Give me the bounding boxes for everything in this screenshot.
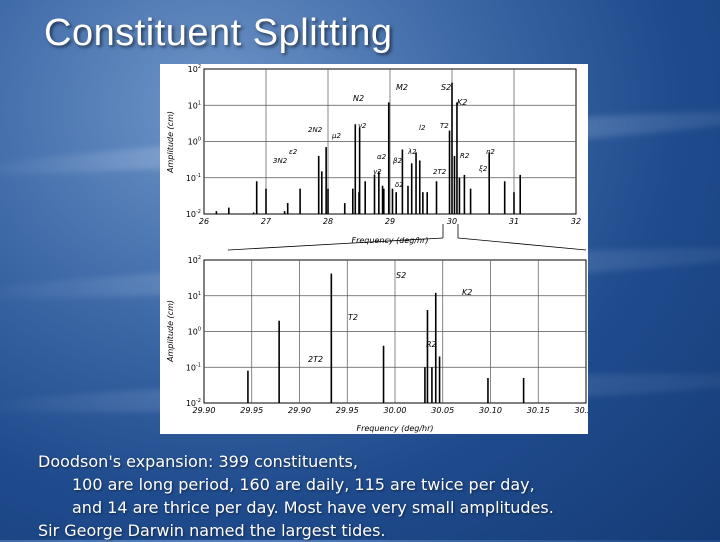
label-gamma2: γ2: [373, 168, 382, 176]
label-N2: N2: [353, 94, 364, 103]
label-eps2: ε2: [289, 148, 298, 156]
top-x-tick-label: 28: [323, 217, 333, 226]
bottom-x-axis-label: Frequency (deg/hr): [356, 424, 433, 433]
body-line-1: Doodson's expansion: 399 constituents,: [38, 452, 358, 471]
bottom-lines: [247, 273, 525, 403]
label-K2: K2: [457, 98, 467, 107]
label-M2: M2: [396, 83, 408, 92]
top-x-tick-label: 30: [447, 217, 457, 226]
bottom-y-tick-label: 100: [188, 327, 201, 337]
bottom-x-ticks: 29.90 29.95 29.90 29.95 30.00 30.05 30.10 30.15…: [193, 406, 588, 415]
top-x-ticks: 26 27 28 29 30 31 32: [199, 217, 581, 226]
zoom-connector: [227, 224, 587, 251]
top-y-ticks: 10-2 10-1 100 101 102: [186, 64, 201, 219]
bottom-y-tick-label: 102: [188, 255, 201, 265]
bottom-y-tick-label: 10-1: [186, 362, 201, 372]
bottom-x-tick-label: 30.15: [527, 406, 550, 415]
label-S2: S2: [441, 83, 451, 92]
top-y-tick-label: 10-1: [186, 173, 201, 183]
label-R2: R2: [460, 152, 470, 160]
top-x-tick-label: 26: [199, 217, 209, 226]
label-3N2: 3N2: [273, 157, 288, 165]
label-beta2: β2: [393, 157, 402, 165]
label-eta2: η2: [486, 148, 495, 156]
label-T2: T2: [440, 122, 449, 130]
top-lines: [215, 82, 522, 214]
top-y-tick-label: 102: [188, 64, 201, 74]
bottom-y-ticks: 10-2 10-1 100 101 102: [186, 255, 201, 408]
label-lambda2: λ2: [407, 148, 417, 156]
top-y-tick-label: 10-2: [186, 209, 201, 219]
label-alpha2: α2: [377, 153, 387, 161]
bottom-x-tick-label: 29.90: [193, 406, 216, 415]
top-panel: 26 27 28 29 30 31 32 10-2 10-1 100 101 102 Frequen…: [166, 64, 581, 245]
label-K2-zoom: K2: [462, 288, 472, 297]
label-S2-zoom: S2: [396, 271, 406, 280]
body-line-2: 100 are long period, 160 are daily, 115 …: [72, 475, 535, 494]
bottom-x-tick-label: 29.90: [288, 406, 311, 415]
top-x-axis-label: Frequency (deg/hr): [351, 236, 428, 245]
label-2T2: 2T2: [433, 168, 447, 176]
zoom-line-right-diag: [457, 237, 587, 251]
bottom-y-tick-label: 10-2: [186, 398, 201, 408]
top-y-tick-label: 101: [188, 100, 201, 110]
bottom-x-tick-label: 30.05: [431, 406, 454, 415]
label-2T2-zoom: 2T2: [308, 355, 323, 364]
label-T2-zoom: T2: [348, 313, 358, 322]
bottom-x-tick-label: 30.00: [384, 406, 407, 415]
label-mu2: μ2: [331, 132, 341, 140]
top-y-tick-label: 100: [188, 137, 201, 147]
bottom-panel: 29.90 29.95 29.90 29.95 30.00 30.05 30.10 30.15…: [166, 255, 588, 433]
label-R2-zoom: R2: [426, 340, 437, 349]
bottom-x-tick-label: 29.95: [336, 406, 359, 415]
label-2N2: 2N2: [308, 126, 323, 134]
bottom-x-tick-label: 29.95: [240, 406, 263, 415]
label-nu2: ν2: [358, 122, 367, 130]
bottom-x-tick-label: 30.10: [479, 406, 502, 415]
bottom-grid: [204, 260, 586, 403]
spectrum-chart: 26 27 28 29 30 31 32 10-2 10-1 100 101 102 Frequen…: [166, 64, 588, 433]
bottom-x-tick-label: 30.20: [575, 406, 588, 415]
bottom-y-axis-label: Amplitude (cm): [166, 300, 175, 363]
slide-body-text: Doodson's expansion: 399 constituents, 1…: [38, 450, 554, 542]
tidal-spectrum-figure: 26 27 28 29 30 31 32 10-2 10-1 100 101 102 Frequen…: [160, 64, 588, 434]
bottom-y-tick-label: 101: [188, 291, 201, 301]
slide-title: Constituent Splitting: [44, 12, 393, 54]
top-x-tick-label: 29: [385, 217, 395, 226]
label-xi2: ξ2: [478, 165, 488, 173]
body-line-4: Sir George Darwin named the largest tide…: [38, 521, 386, 540]
top-x-tick-label: 31: [509, 217, 519, 226]
label-delta2: δ2: [395, 181, 404, 189]
zoom-line-left-diag: [227, 237, 444, 251]
top-x-tick-label: 27: [261, 217, 272, 226]
body-line-3: and 14 are thrice per day. Most have ver…: [72, 498, 554, 517]
top-y-axis-label: Amplitude (cm): [166, 111, 175, 174]
label-l2: l2: [419, 124, 426, 132]
top-x-tick-label: 32: [571, 217, 581, 226]
